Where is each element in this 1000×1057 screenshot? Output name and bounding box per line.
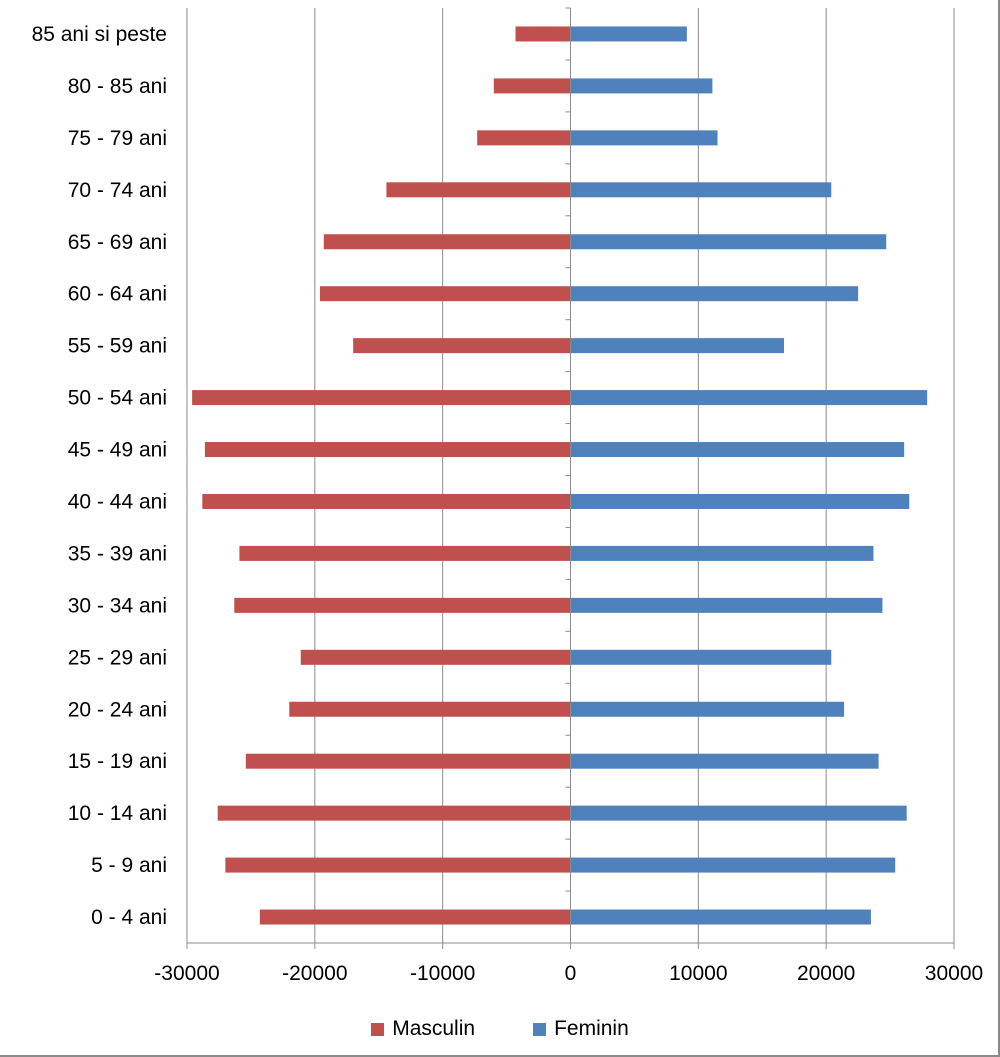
x-tick-label: 0 <box>565 962 577 985</box>
legend-item-feminin: Feminin <box>533 1017 629 1041</box>
bar-feminin-11 <box>570 338 784 354</box>
category-labels: 0 - 4 ani 5 - 9 ani 10 - 14 ani 15 - 19 ani… <box>32 23 167 929</box>
bar-masculin-17 <box>515 26 571 42</box>
category-label: 20 - 24 ani <box>68 698 167 721</box>
bar-masculin-3 <box>245 753 571 769</box>
legend-label-feminin: Feminin <box>554 1017 629 1040</box>
legend-item-masculin: Masculin <box>371 1017 475 1041</box>
bar-feminin-6 <box>570 597 883 613</box>
bar-masculin-8 <box>202 493 571 509</box>
category-label: 25 - 29 ani <box>68 646 167 669</box>
bar-masculin-9 <box>204 442 571 458</box>
x-tick-label: 10000 <box>669 962 727 985</box>
bar-feminin-13 <box>570 234 887 250</box>
x-tick-label: 20000 <box>797 962 855 985</box>
category-label: 80 - 85 ani <box>68 75 167 98</box>
category-label: 85 ani si peste <box>32 23 167 46</box>
category-label: 60 - 64 ani <box>68 283 167 306</box>
bar-feminin-15 <box>570 130 718 146</box>
bars <box>192 26 928 925</box>
bar-feminin-9 <box>570 442 905 458</box>
bar-masculin-15 <box>477 130 571 146</box>
category-label: 10 - 14 ani <box>68 802 167 825</box>
bar-masculin-5 <box>300 649 571 665</box>
category-label: 30 - 34 ani <box>68 594 167 617</box>
bar-masculin-1 <box>225 857 571 873</box>
gridlines <box>186 8 955 943</box>
bar-feminin-5 <box>570 649 832 665</box>
bar-feminin-1 <box>570 857 896 873</box>
bar-feminin-4 <box>570 701 845 717</box>
bar-masculin-12 <box>319 286 571 302</box>
bar-feminin-10 <box>570 390 928 406</box>
legend: Masculin Feminin <box>0 1014 1000 1044</box>
bar-masculin-2 <box>217 805 571 821</box>
bar-masculin-6 <box>234 597 571 613</box>
bar-feminin-12 <box>570 286 859 302</box>
bar-feminin-16 <box>570 78 713 94</box>
legend-swatch-masculin <box>371 1022 385 1036</box>
bar-feminin-17 <box>570 26 687 42</box>
axes <box>186 7 955 949</box>
x-tick-label: 30000 <box>925 962 983 985</box>
bar-feminin-3 <box>570 753 879 769</box>
category-label: 0 - 4 ani <box>91 906 167 929</box>
category-label: 70 - 74 ani <box>68 179 167 202</box>
bar-feminin-7 <box>570 545 874 561</box>
bar-masculin-4 <box>289 701 571 717</box>
bar-feminin-0 <box>570 909 871 925</box>
legend-label-masculin: Masculin <box>392 1017 476 1040</box>
category-label: 40 - 44 ani <box>68 490 167 513</box>
category-label: 50 - 54 ani <box>68 387 167 410</box>
bar-masculin-16 <box>493 78 571 94</box>
category-label: 55 - 59 ani <box>68 335 167 358</box>
category-label: 45 - 49 ani <box>68 439 167 462</box>
x-tick-label: -10000 <box>410 962 475 985</box>
category-label: 35 - 39 ani <box>68 542 167 565</box>
bar-feminin-14 <box>570 182 832 198</box>
bar-feminin-2 <box>570 805 907 821</box>
bar-masculin-11 <box>353 338 571 354</box>
bar-masculin-10 <box>192 390 571 406</box>
bar-masculin-7 <box>239 545 571 561</box>
bar-masculin-14 <box>386 182 571 198</box>
bar-feminin-8 <box>570 493 910 509</box>
category-label: 65 - 69 ani <box>68 231 167 254</box>
bar-masculin-13 <box>323 234 571 250</box>
x-tick-label: -30000 <box>154 962 219 985</box>
category-label: 5 - 9 ani <box>91 854 167 877</box>
tick-labels: -30000 -20000 -10000 0 10000 20000 30000 <box>154 962 983 985</box>
legend-swatch-feminin <box>533 1022 547 1036</box>
x-tick-label: -20000 <box>282 962 347 985</box>
category-label: 15 - 19 ani <box>68 750 167 773</box>
category-label: 75 - 79 ani <box>68 127 167 150</box>
bar-masculin-0 <box>259 909 571 925</box>
